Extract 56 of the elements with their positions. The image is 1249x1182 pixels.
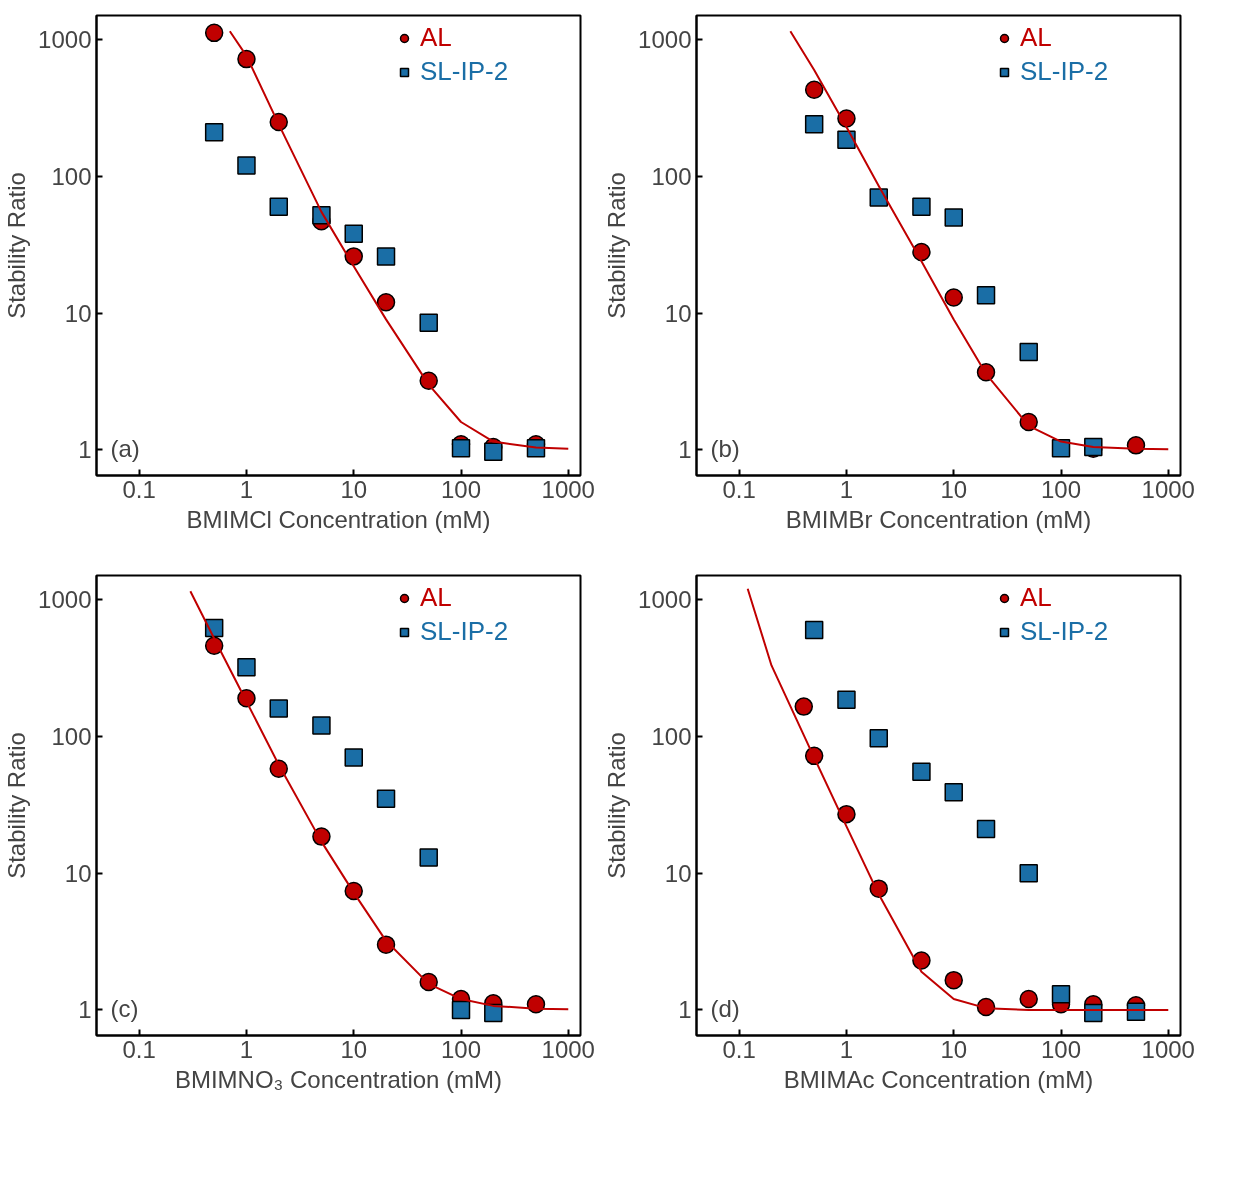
annotation: (a)	[110, 434, 140, 462]
y-tick-label: 100	[651, 162, 692, 190]
y-tick-label: 10	[664, 299, 692, 327]
y-tick-label: 1	[678, 996, 692, 1024]
x-tick-label: 1	[839, 475, 854, 503]
x-tick-label: 0.1	[722, 475, 756, 503]
y-tick-label: 100	[51, 162, 92, 190]
x-tick-label: 10	[940, 1035, 968, 1063]
x-tick-label: 1	[239, 1035, 254, 1063]
x-axis-title: BMIMBr Concentration (mM)	[785, 505, 1092, 533]
y-axis-title: Stability Ratio	[603, 172, 631, 319]
x-tick-label: 100	[1040, 1035, 1082, 1063]
annotation: (c)	[110, 994, 139, 1022]
x-tick-label: 100	[1040, 475, 1082, 503]
legend-label: AL	[1020, 22, 1052, 53]
y-tick-label: 10	[664, 859, 692, 887]
x-tick-label: 1000	[1141, 1035, 1195, 1063]
x-tick-label: 1000	[541, 475, 595, 503]
x-axis-title: BMIMCl Concentration (mM)	[186, 505, 491, 533]
x-tick-label: 100	[440, 475, 482, 503]
y-tick-label: 1000	[638, 586, 692, 614]
x-tick-label: 1000	[541, 1035, 595, 1063]
x-tick-label: 10	[340, 1035, 368, 1063]
y-axis-title: Stability Ratio	[603, 732, 631, 879]
x-tick-label: 100	[440, 1035, 482, 1063]
legend-label: AL	[1020, 582, 1052, 613]
y-tick-label: 10	[64, 299, 92, 327]
y-tick-label: 1000	[38, 586, 92, 614]
y-tick-label: 1	[78, 436, 92, 464]
legend-label: SL-IP-2	[1020, 616, 1109, 647]
x-tick-label: 10	[340, 475, 368, 503]
y-tick-label: 1000	[638, 26, 692, 54]
x-tick-label: 0.1	[722, 1035, 756, 1063]
legend-label: AL	[420, 582, 452, 613]
y-tick-label: 1	[678, 436, 692, 464]
y-axis-title: Stability Ratio	[3, 172, 31, 319]
y-tick-label: 1000	[38, 26, 92, 54]
x-tick-label: 1	[239, 475, 254, 503]
x-axis-title: BMIMNO₃ Concentration (mM)	[174, 1065, 503, 1093]
x-tick-label: 1000	[1141, 475, 1195, 503]
legend-label: AL	[420, 22, 452, 53]
y-tick-label: 100	[51, 722, 92, 750]
x-tick-label: 10	[940, 475, 968, 503]
x-tick-label: 0.1	[122, 475, 156, 503]
x-tick-label: 1	[839, 1035, 854, 1063]
y-tick-label: 100	[651, 722, 692, 750]
y-tick-label: 1	[78, 996, 92, 1024]
y-axis-title: Stability Ratio	[3, 732, 31, 879]
x-tick-label: 0.1	[122, 1035, 156, 1063]
annotation: (b)	[710, 434, 740, 462]
legend-label: SL-IP-2	[420, 56, 509, 87]
legend-label: SL-IP-2	[420, 616, 509, 647]
legend-label: SL-IP-2	[1020, 56, 1109, 87]
annotation: (d)	[710, 994, 740, 1022]
x-axis-title: BMIMAc Concentration (mM)	[783, 1065, 1094, 1093]
y-tick-label: 10	[64, 859, 92, 887]
